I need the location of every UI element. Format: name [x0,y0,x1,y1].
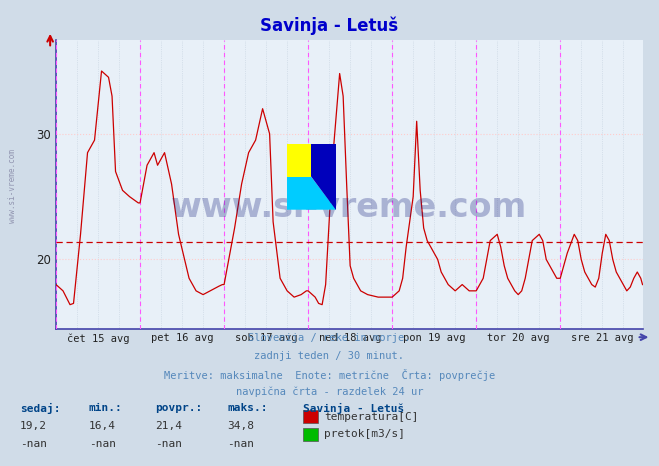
Text: 19,2: 19,2 [20,421,47,431]
Text: pretok[m3/s]: pretok[m3/s] [324,429,405,439]
Text: navpična črta - razdelek 24 ur: navpična črta - razdelek 24 ur [236,386,423,397]
Text: temperatura[C]: temperatura[C] [324,411,418,422]
Text: Meritve: maksimalne  Enote: metrične  Črta: povprečje: Meritve: maksimalne Enote: metrične Črta… [164,369,495,381]
Polygon shape [287,144,336,210]
Polygon shape [287,144,336,210]
Bar [287,144,312,177]
Text: -nan: -nan [89,439,116,448]
Text: -nan: -nan [227,439,254,448]
Text: 21,4: 21,4 [155,421,182,431]
Text: Slovenija / reke in morje.: Slovenija / reke in morje. [248,333,411,343]
Text: -nan: -nan [155,439,182,448]
Text: Savinja - Letuš: Savinja - Letuš [260,16,399,35]
Text: sedaj:: sedaj: [20,403,60,414]
Text: www.si-vreme.com: www.si-vreme.com [171,191,527,224]
Text: -nan: -nan [20,439,47,448]
Text: min.:: min.: [89,403,123,413]
Text: 16,4: 16,4 [89,421,116,431]
Text: povpr.:: povpr.: [155,403,202,413]
Text: zadnji teden / 30 minut.: zadnji teden / 30 minut. [254,351,405,361]
Text: 34,8: 34,8 [227,421,254,431]
Bar [287,144,312,177]
Text: Savinja - Letuš: Savinja - Letuš [303,403,405,414]
Text: maks.:: maks.: [227,403,268,413]
Text: www.si-vreme.com: www.si-vreme.com [8,150,17,223]
